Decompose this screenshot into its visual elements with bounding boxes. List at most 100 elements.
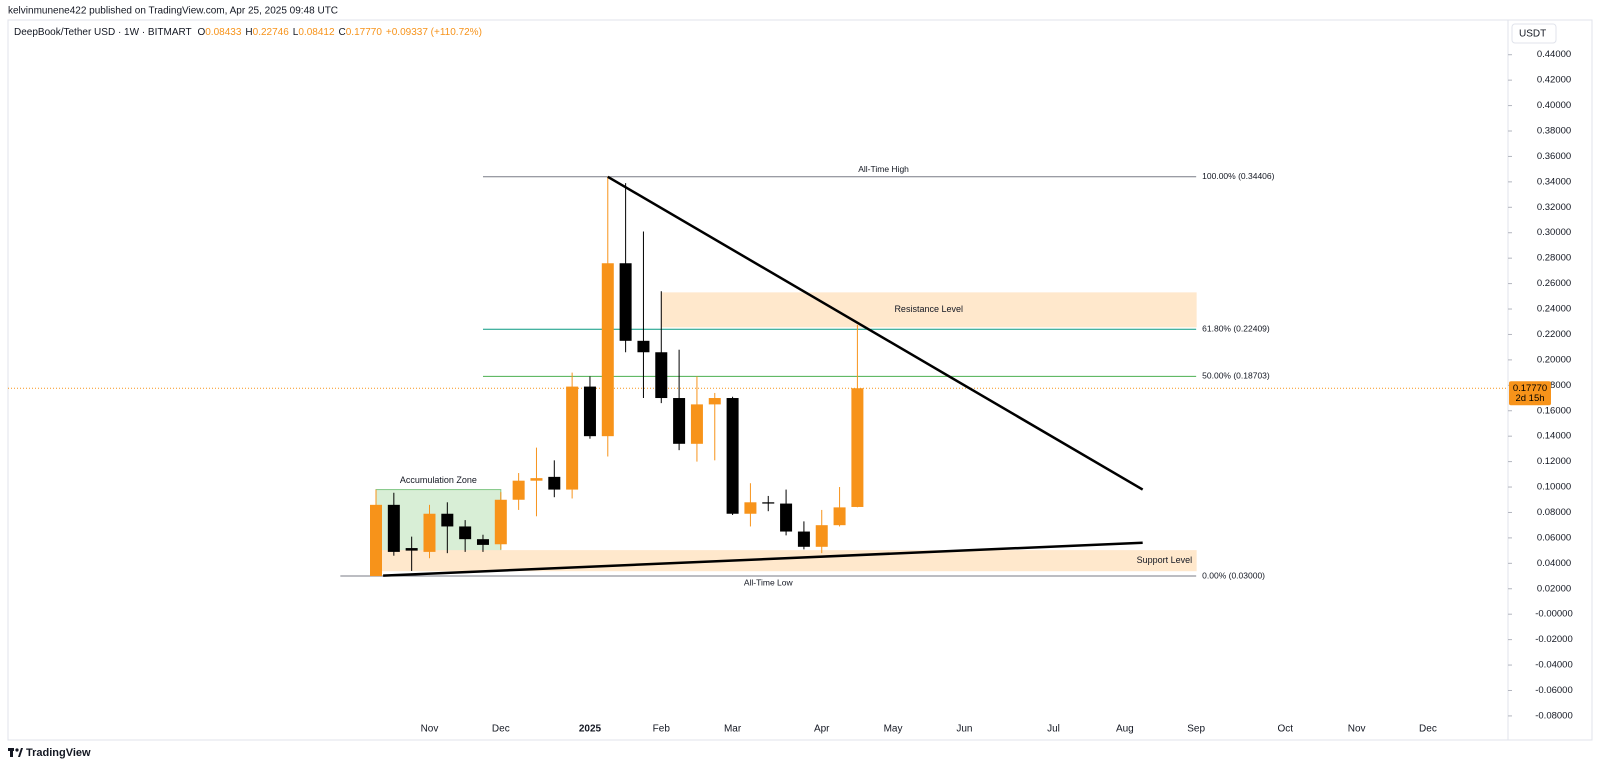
candle-body <box>459 526 472 540</box>
x-tick-label: 2025 <box>579 724 602 735</box>
trendline <box>383 541 1143 577</box>
candle-body <box>708 398 721 405</box>
candle-body <box>370 504 383 577</box>
y-tick-label: 0.18000 <box>1537 380 1571 391</box>
y-tick-label: 0.20000 <box>1537 354 1571 365</box>
chart-frame <box>7 19 1593 741</box>
symbol-legend: DeepBook/Tether USD · 1W · BITMART O0.084… <box>14 27 482 38</box>
x-tick-label: Aug <box>1116 724 1134 735</box>
candle-body <box>744 502 757 514</box>
trendline <box>607 175 1144 491</box>
x-tick-label: May <box>884 724 903 735</box>
zone-label: Resistance Level <box>894 304 963 314</box>
candle-body <box>833 507 846 526</box>
x-tick-label: Apr <box>814 724 830 735</box>
candle-body <box>423 513 436 552</box>
y-tick-label: 0.32000 <box>1537 202 1571 213</box>
y-tick-label: -0.06000 <box>1535 685 1573 696</box>
y-tick-label: 0.24000 <box>1537 304 1571 315</box>
tradingview-logo[interactable]: TradingView <box>8 747 91 759</box>
y-tick-label: 0.28000 <box>1537 253 1571 264</box>
fib-label: 100.00% (0.34406) <box>1202 171 1274 181</box>
y-tick-label: 0.22000 <box>1537 329 1571 340</box>
candle-body <box>405 548 418 551</box>
y-tick-label: 0.08000 <box>1537 507 1571 518</box>
legend-value: 0.17770 <box>346 27 383 38</box>
x-tick-label: Sep <box>1187 724 1205 735</box>
legend-value: 0.08412 <box>298 27 335 38</box>
candle-body <box>512 480 525 500</box>
candle-body <box>548 476 561 490</box>
price-tag-countdown: 2d 15h <box>1515 393 1544 404</box>
fib-label: 0.00% (0.03000) <box>1202 570 1265 580</box>
y-tick-label: 0.34000 <box>1537 176 1571 187</box>
candle-body <box>815 525 828 547</box>
candle-body <box>637 340 650 353</box>
candle-body <box>797 531 810 547</box>
logo-mark <box>8 748 14 751</box>
y-tick-label: 0.16000 <box>1537 405 1571 416</box>
y-tick-label: -0.08000 <box>1535 710 1573 721</box>
candle-body <box>494 499 507 545</box>
y-tick-label: 0.12000 <box>1537 456 1571 467</box>
y-tick-label: 0.06000 <box>1537 532 1571 543</box>
legend-key: H <box>245 27 252 38</box>
currency-label: USDT <box>1519 29 1546 40</box>
fib-note: All-Time Low <box>744 577 794 587</box>
y-tick-label: 0.44000 <box>1537 49 1571 60</box>
y-tick-label: 0.04000 <box>1537 558 1571 569</box>
x-tick-label: Jul <box>1047 724 1060 735</box>
legend-key: C <box>339 27 346 38</box>
legend-key: L <box>293 27 299 38</box>
x-tick-label: Oct <box>1278 724 1294 735</box>
y-tick-label: 0.10000 <box>1537 482 1571 493</box>
currency-box[interactable] <box>1511 23 1557 44</box>
y-tick-label: -0.04000 <box>1535 660 1573 671</box>
fib-note: All-Time High <box>858 164 909 174</box>
zone-label: Support Level <box>1137 555 1193 565</box>
publish-info: kelvinmunene422 published on TradingView… <box>8 6 338 17</box>
price-tag <box>1509 381 1551 406</box>
price-tag-label: 0.17770 <box>1513 383 1547 394</box>
y-tick-label: -0.02000 <box>1535 634 1573 645</box>
fib-label: 61.80% (0.22409) <box>1202 324 1270 334</box>
y-tick-label: 0.38000 <box>1537 126 1571 137</box>
candle-body <box>387 504 400 552</box>
y-tick-label: 0.36000 <box>1537 151 1571 162</box>
logo-mark <box>15 748 19 752</box>
y-tick-label: 0.40000 <box>1537 100 1571 111</box>
candle-body <box>655 352 668 399</box>
candle-body <box>476 539 489 545</box>
x-tick-label: Jun <box>956 724 972 735</box>
candle-body <box>441 513 454 527</box>
candle-body <box>673 398 686 444</box>
y-tick-label: 0.26000 <box>1537 278 1571 289</box>
legend-value: 0.08433 <box>205 27 242 38</box>
logo-mark <box>18 748 23 757</box>
candle-body <box>851 388 864 507</box>
x-tick-label: Nov <box>1348 724 1366 735</box>
x-tick-label: Dec <box>1419 724 1437 735</box>
candle-body <box>530 478 543 481</box>
zone <box>660 292 1197 328</box>
legend-change: +0.09337 (+110.72%) <box>386 27 482 38</box>
x-tick-label: Dec <box>492 724 510 735</box>
candle-body <box>690 404 703 444</box>
candle-body <box>583 386 596 437</box>
candle-body <box>619 263 632 341</box>
candle-body <box>780 503 793 532</box>
y-tick-label: 0.02000 <box>1537 583 1571 594</box>
fib-label: 50.00% (0.18703) <box>1202 371 1270 381</box>
y-tick-label: 0.42000 <box>1537 75 1571 86</box>
zone <box>375 550 1197 572</box>
symbol-title: DeepBook/Tether USD · 1W · BITMART <box>14 27 192 38</box>
legend-value: 0.22746 <box>253 27 290 38</box>
zone-label: Accumulation Zone <box>400 475 477 485</box>
candle-body <box>566 386 579 490</box>
legend-key: O <box>197 27 205 38</box>
logo-mark <box>10 751 13 757</box>
candle-body <box>601 263 614 437</box>
y-tick-label: -0.00000 <box>1535 609 1573 620</box>
